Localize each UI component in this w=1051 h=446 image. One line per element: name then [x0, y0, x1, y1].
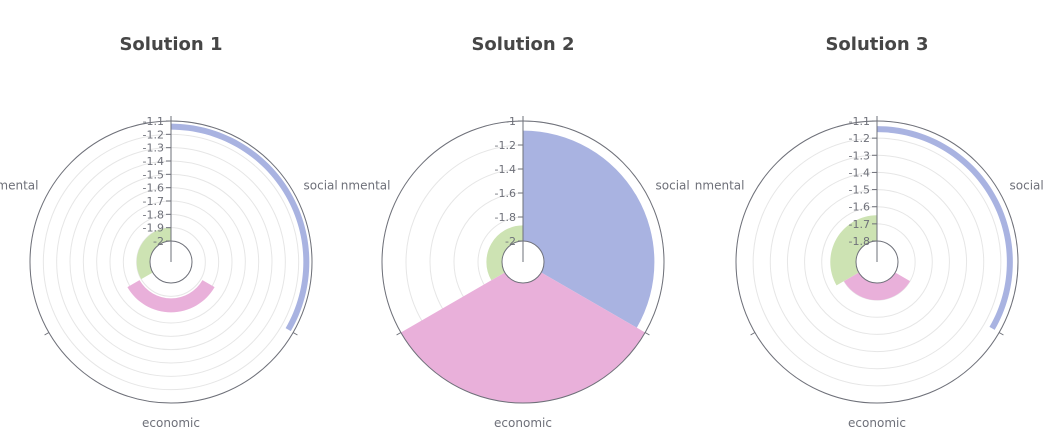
polar-chart-3: Solution 3 -1.1 -1.2 -1.3 -1.4 -1.5 -1.6 -1.7 -1…: [695, 34, 1044, 430]
angle-label-economic: economic: [142, 416, 200, 430]
angle-tick: [44, 332, 50, 336]
angle-label-social: social: [656, 179, 690, 193]
angle-label-nmental: nmental: [341, 179, 391, 193]
bar-environmental[interactable]: [486, 225, 523, 281]
radius-tick-label: -1.6: [143, 182, 164, 195]
angle-tick: [292, 332, 298, 336]
radius-tick-label: -1.8: [143, 208, 164, 221]
chart-title: Solution 2: [471, 34, 574, 55]
radius-tick-label: -1.8: [849, 235, 870, 248]
bar-social[interactable]: [171, 123, 310, 332]
bar-economic[interactable]: [127, 280, 215, 313]
bar-economic[interactable]: [400, 272, 646, 404]
angle-label-social: social: [1010, 179, 1044, 193]
angle-label-economic: economic: [848, 416, 906, 430]
angle-tick: [396, 332, 402, 336]
radius-tick-label: -1.7: [849, 218, 870, 231]
radius-tick-label: -1.2: [849, 132, 870, 145]
angle-label-nmental: nmental: [0, 179, 38, 193]
radius-tick-label: -1.5: [143, 168, 164, 181]
bar-environmental[interactable]: [830, 215, 877, 286]
radius-tick-label: -1.2: [143, 128, 164, 141]
radius-tick-label: -2: [505, 235, 516, 248]
radius-tick-label: -1.1: [143, 115, 164, 128]
angle-label-economic: economic: [494, 416, 552, 430]
angle-tick: [644, 332, 650, 336]
angle-tick: [750, 332, 756, 336]
bar-social[interactable]: [523, 130, 655, 328]
radius-tick-label: -1.6: [495, 187, 516, 200]
radius-tick-label: -1.3: [849, 149, 870, 162]
radius-tick-label: -1.5: [849, 184, 870, 197]
angle-label-social: social: [304, 179, 338, 193]
radius-tick-label: -1.8: [495, 211, 516, 224]
radius-tick-label: -1.6: [849, 201, 870, 214]
radius-tick-label: -1.1: [849, 115, 870, 128]
radius-tick-label: -1.9: [143, 222, 164, 235]
chart-title: Solution 1: [119, 34, 222, 55]
radius-tick-label: -1.4: [143, 155, 164, 168]
radius-tick-label: -2: [153, 235, 164, 248]
radius-tick-label: -1: [505, 115, 516, 128]
polar-chart-1: Solution 1-1.1-1.2-1.3-1.4-1.5-1.6-1.7-1…: [0, 34, 338, 430]
polar-chart-2: Solution 2 -1 -1.2 -1.4 -1.6 -1.8 -2 social econ…: [341, 34, 690, 430]
angle-tick: [998, 332, 1004, 336]
angle-label-nmental: nmental: [695, 179, 745, 193]
radius-tick-label: -1.4: [495, 163, 516, 176]
radius-tick-label: -1.7: [143, 195, 164, 208]
radius-tick-label: -1.4: [849, 166, 870, 179]
bar-social[interactable]: [877, 126, 1013, 330]
bar-environmental[interactable]: [136, 227, 171, 280]
chart-title: Solution 3: [825, 34, 928, 55]
radius-tick-label: -1.3: [143, 142, 164, 155]
radius-tick-label: -1.2: [495, 139, 516, 152]
bar-economic[interactable]: [843, 272, 911, 301]
